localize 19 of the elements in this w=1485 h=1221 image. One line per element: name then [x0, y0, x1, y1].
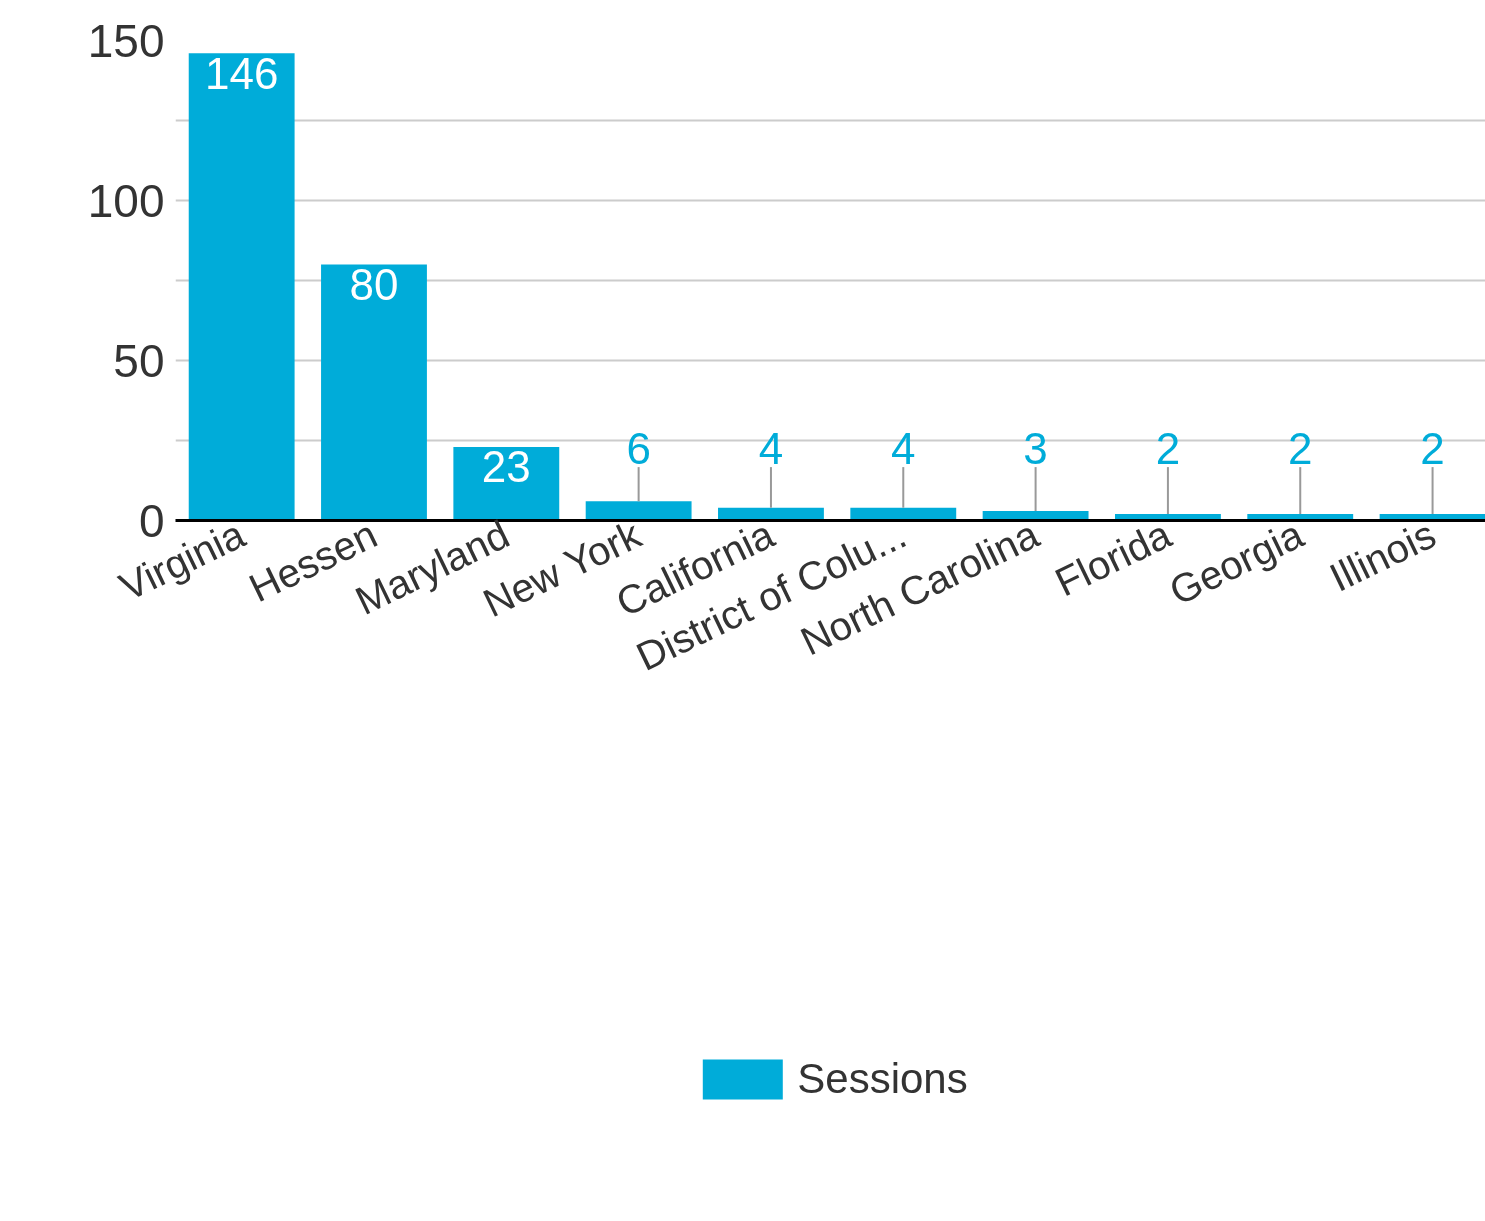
bar: [585, 501, 692, 521]
data-label: 146: [204, 48, 279, 98]
data-label: 80: [349, 260, 399, 310]
y-tick-label: 50: [113, 334, 165, 387]
data-label: 2: [1420, 423, 1445, 473]
bar: [188, 53, 295, 521]
data-label: 4: [891, 423, 916, 473]
y-tick-label: 150: [87, 14, 165, 67]
data-label: 23: [481, 442, 531, 492]
data-label: 6: [626, 423, 651, 473]
x-tick-label: Illinois: [1322, 511, 1443, 600]
data-label: 2: [1288, 423, 1313, 473]
bar: [321, 264, 427, 521]
data-label: 4: [758, 423, 784, 473]
data-label: 3: [1023, 423, 1048, 473]
data-label: 2: [1155, 423, 1181, 473]
bar: [453, 446, 560, 521]
y-tick-label: 100: [87, 174, 165, 227]
legend-label: Sessions: [797, 1054, 968, 1103]
